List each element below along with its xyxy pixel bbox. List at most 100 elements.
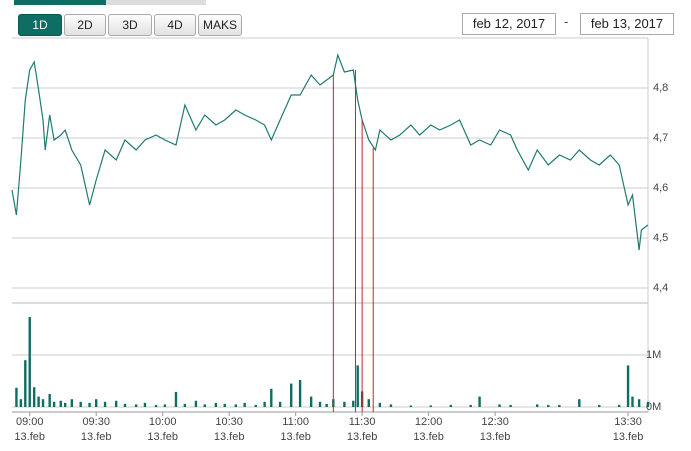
x-tick-label: 09:00 [16, 416, 44, 428]
date-separator: - [564, 14, 569, 29]
volume-bar [123, 403, 127, 407]
volume-bar [203, 404, 206, 407]
volume-bar [32, 387, 36, 407]
volume-bar [243, 402, 246, 407]
x-tick-label: 09:30 [82, 416, 110, 428]
volume-bar [41, 399, 45, 407]
range-button[interactable]: 2D [64, 14, 106, 36]
volume-bar [79, 401, 82, 407]
x-tick-date: 13.feb [347, 431, 378, 443]
volume-bar [325, 403, 328, 407]
y-tick-label: 4,7 [653, 132, 668, 144]
volume-bar [558, 404, 561, 407]
x-tick-label: 12:30 [481, 416, 509, 428]
volume-bar [309, 396, 313, 407]
volume-bar [95, 399, 98, 407]
volume-bar [37, 396, 40, 407]
range-button[interactable]: 4D [154, 14, 196, 36]
volume-bar [318, 401, 322, 407]
y-tick-label: 4,6 [653, 182, 668, 194]
volume-bar [356, 365, 359, 407]
x-tick-label: 10:00 [149, 416, 177, 428]
volume-bar [389, 404, 393, 407]
x-tick-date: 13.feb [214, 431, 245, 443]
x-tick-label: 10:30 [215, 416, 243, 428]
x-tick-date: 13.feb [480, 431, 511, 443]
volume-bar [617, 404, 621, 407]
volume-bar [378, 402, 382, 407]
range-button[interactable]: 1D [18, 14, 62, 36]
volume-bar [547, 404, 550, 407]
volume-bar [631, 396, 634, 407]
volume-bar [429, 405, 433, 407]
volume-bar [367, 399, 370, 407]
volume-bar [352, 400, 355, 407]
y2-tick-label: 0M [646, 401, 661, 413]
volume-bar [278, 401, 282, 407]
volume-bar [103, 401, 107, 407]
volume-bar [449, 404, 452, 407]
volume-bar [15, 387, 18, 407]
x-tick-label: 11:00 [282, 416, 309, 428]
volume-bar [223, 403, 226, 407]
volume-bar [290, 383, 293, 407]
volume-bar [59, 400, 62, 407]
volume-bar [52, 401, 56, 407]
volume-bar [637, 399, 641, 407]
y-tick-label: 4,5 [653, 232, 668, 244]
volume-bar [24, 360, 27, 407]
volume-bar [19, 399, 23, 407]
volume-bar [174, 391, 178, 407]
x-tick-date: 13.feb [613, 431, 644, 443]
volume-bar [214, 402, 218, 407]
tab-strip [14, 0, 106, 5]
volume-bar [578, 399, 581, 407]
volume-bar [194, 400, 198, 407]
range-button[interactable]: MAKS [198, 14, 242, 36]
volume-bar [298, 379, 302, 407]
volume-bar [598, 404, 601, 407]
x-tick-date: 13.feb [280, 431, 311, 443]
y-tick-label: 4,8 [653, 82, 668, 94]
volume-bar [183, 403, 187, 407]
price-line [11, 52, 649, 251]
x-tick-date: 13.feb [14, 431, 45, 443]
volume-bar [70, 399, 74, 407]
volume-bar [88, 402, 91, 407]
volume-bar [234, 404, 238, 407]
x-tick-label: 11:30 [349, 416, 376, 428]
volume-bar [48, 394, 51, 407]
volume-bar [409, 405, 413, 407]
volume-bar [254, 404, 257, 407]
volume-bar [154, 404, 158, 407]
volume-bar [478, 396, 481, 407]
volume-bar [535, 404, 539, 407]
range-button[interactable]: 3D [108, 14, 152, 36]
date-to[interactable]: feb 13, 2017 [580, 13, 674, 35]
x-tick-date: 13.feb [413, 431, 444, 443]
volume-bar [509, 404, 512, 407]
y-tick-label: 4,4 [653, 282, 668, 294]
tab-strip [106, 0, 206, 5]
volume-bar [28, 317, 31, 407]
volume-bar [63, 402, 67, 407]
volume-bar [626, 365, 630, 407]
volume-bar [163, 404, 167, 407]
volume-bar [646, 401, 650, 407]
volume-bar [143, 402, 147, 407]
volume-bar [343, 401, 346, 407]
x-tick-date: 13.feb [147, 431, 178, 443]
y2-tick-label: 1M [646, 349, 661, 361]
x-tick-label: 12:00 [415, 416, 443, 428]
volume-bar [469, 404, 472, 407]
volume-bar [270, 388, 273, 407]
x-tick-date: 13.feb [81, 431, 112, 443]
volume-bar [114, 400, 118, 407]
x-tick-label: 13:30 [614, 416, 642, 428]
volume-bar [134, 404, 138, 407]
volume-bar [498, 404, 501, 407]
date-from[interactable]: feb 12, 2017 [462, 13, 556, 35]
volume-bar [263, 401, 266, 407]
